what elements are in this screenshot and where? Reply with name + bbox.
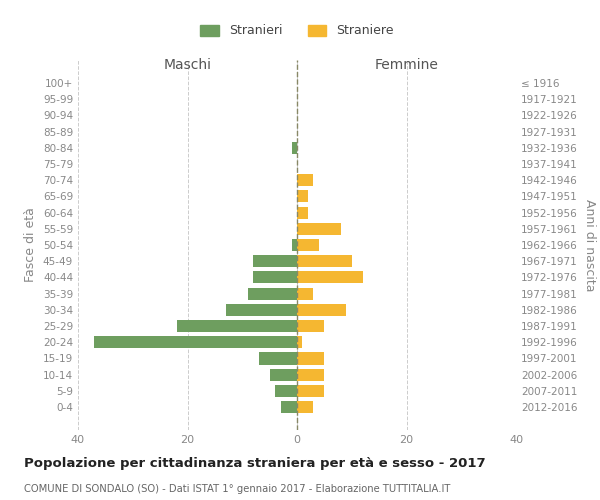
Bar [297,352,325,364]
Bar [176,320,297,332]
Bar [253,255,297,268]
Bar [297,272,362,283]
Bar [226,304,297,316]
Bar [297,320,325,332]
Bar [297,190,308,202]
Bar [297,304,346,316]
Bar [297,336,302,348]
Bar [297,255,352,268]
Text: Popolazione per cittadinanza straniera per età e sesso - 2017: Popolazione per cittadinanza straniera p… [24,458,485,470]
Bar [297,222,341,235]
Bar [297,368,325,381]
Legend: Stranieri, Straniere: Stranieri, Straniere [194,18,400,44]
Bar [248,288,297,300]
Bar [281,401,297,413]
Y-axis label: Fasce di età: Fasce di età [25,208,37,282]
Bar [297,401,313,413]
Bar [94,336,297,348]
Bar [269,368,297,381]
Bar [297,174,313,186]
Bar [253,272,297,283]
Bar [292,239,297,251]
Bar [297,385,325,397]
Bar [292,142,297,154]
Y-axis label: Anni di nascita: Anni di nascita [583,198,596,291]
Text: Maschi: Maschi [163,58,212,71]
Bar [259,352,297,364]
Bar [275,385,297,397]
Bar [297,206,308,218]
Bar [297,239,319,251]
Bar [297,288,313,300]
Text: COMUNE DI SONDALO (SO) - Dati ISTAT 1° gennaio 2017 - Elaborazione TUTTITALIA.IT: COMUNE DI SONDALO (SO) - Dati ISTAT 1° g… [24,484,451,494]
Text: Femmine: Femmine [374,58,439,71]
